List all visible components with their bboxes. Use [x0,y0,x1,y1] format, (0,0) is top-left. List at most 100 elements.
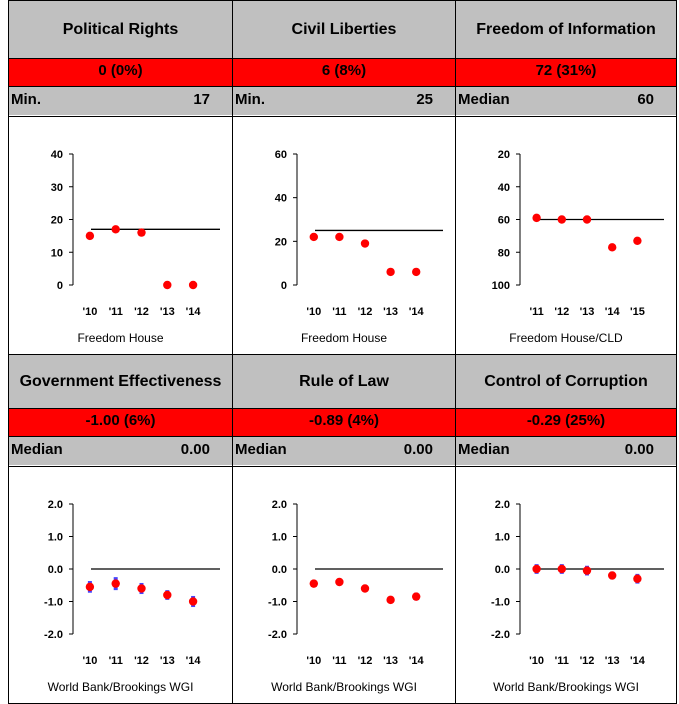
data-point [85,231,95,241]
stat-label: Median [458,441,510,458]
row-divider [8,436,676,437]
source-label: Freedom House [77,331,164,345]
indicator-chart: -2.0 -1.0 0.0 1.0 2.0 '10 '11 '12 '13 '14 [491,499,664,667]
x-tick-label: '12 [134,306,149,318]
y-tick-label: 20 [498,149,510,161]
x-tick-label: '11 [529,306,543,318]
y-tick-label: 40 [51,149,63,161]
stat-row: Min. 17 [9,87,232,115]
source-label: World Bank/Brookings WGI [47,680,194,694]
x-tick-label: '13 [160,655,175,667]
chart-area: 0 10 20 30 40 '10 '11 '12 '13 '14 [9,116,232,329]
score-badge: 0 (0%) [9,58,232,86]
x-tick-label: '13 [580,306,595,318]
x-tick-label: '10 [306,306,321,318]
data-point [386,267,395,277]
y-tick-label: 80 [498,247,510,259]
panel-title: Political Rights [9,1,232,58]
data-point [188,280,198,290]
data-point [608,571,617,580]
x-tick-label: '11 [109,306,123,318]
score-badge: 6 (8%) [233,58,455,86]
grid-divider [8,354,676,355]
score-badge: 72 (31%) [456,58,676,86]
stat-value: 0.00 [624,441,654,458]
data-point [633,574,642,583]
x-tick-label: '12 [358,655,373,667]
x-tick-label: '11 [555,655,569,667]
panel-title: Control of Corruption [456,355,676,408]
source-label: World Bank/Brookings WGI [271,680,417,694]
x-tick-label: '12 [580,655,595,667]
data-point [360,584,370,593]
y-tick-label: 0.0 [48,564,63,576]
data-point [111,225,120,234]
x-tick-label: '11 [332,306,346,318]
data-point [85,582,95,592]
chart-area: 0 20 40 60 '10 '11 '12 '13 '14 [233,116,455,329]
x-tick-label: '14 [186,655,202,667]
stat-row: Min. 25 [233,87,455,115]
y-tick-label: -2.0 [268,629,287,641]
score-badge: -1.00 (6%) [9,408,232,436]
x-tick-label: '14 [409,655,425,667]
panel-title: Civil Liberties [233,1,455,58]
stat-value: 60 [637,91,654,108]
y-tick-label: 100 [492,280,510,292]
y-tick-label: 20 [51,215,63,227]
data-point [309,579,318,588]
panel-title: Freedom of Information [456,1,676,58]
score-badge: -0.89 (4%) [233,408,455,436]
indicator-chart: 0 10 20 30 40 '10 '11 '12 '13 '14 [51,149,220,318]
grid-divider [676,0,677,704]
data-point [557,564,566,574]
y-tick-label: 10 [51,247,63,259]
y-tick-label: 1.0 [48,532,63,544]
grid-divider [232,0,233,704]
y-tick-label: 1.0 [272,532,287,544]
row-divider [8,466,676,467]
data-point [582,215,592,224]
stat-label: Median [458,91,510,108]
indicator-chart: 20 40 60 80 100 '11 '12 '13 '14 '15 [492,149,664,318]
y-tick-label: -1.0 [44,597,63,609]
data-point [386,595,395,605]
y-tick-label: 60 [275,149,287,161]
row-divider [8,408,676,409]
stat-row: Median 0.00 [233,437,455,465]
indicator-chart: -2.0 -1.0 0.0 1.0 2.0 '10 '11 '12 '13 '14 [44,499,220,667]
stat-label: Min. [235,91,265,108]
source-label: Freedom House/CLD [509,331,623,345]
data-point [360,239,370,248]
data-point [608,243,617,252]
y-tick-label: 0 [57,280,63,292]
panel-title: Rule of Law [233,355,455,408]
data-point [633,236,642,245]
y-tick-label: 2.0 [495,499,510,511]
indicator-chart: -2.0 -1.0 0.0 1.0 2.0 '10 '11 '12 '13 '14 [268,499,443,667]
indicator-chart: 0 20 40 60 '10 '11 '12 '13 '14 [275,149,443,318]
data-point [532,564,541,574]
x-tick-label: '10 [82,306,97,318]
y-tick-label: -1.0 [491,597,510,609]
data-point [532,213,541,223]
data-point [137,584,146,593]
x-tick-label: '15 [630,306,645,318]
panel-title: Government Effectiveness [9,355,232,408]
y-tick-label: 0 [281,280,287,292]
source-label: World Bank/Brookings WGI [493,680,639,694]
stat-label: Median [11,441,63,458]
row-divider [8,86,676,87]
score-badge: -0.29 (25%) [456,408,676,436]
x-tick-label: '12 [134,655,149,667]
data-point [335,577,344,587]
stat-label: Min. [11,91,41,108]
data-point [582,566,592,575]
x-tick-label: '12 [358,306,373,318]
row-divider [8,58,676,59]
x-tick-label: '10 [82,655,97,667]
x-tick-label: '13 [383,655,398,667]
stat-value: 25 [416,91,433,108]
y-tick-label: 30 [51,182,63,194]
data-point [137,228,146,237]
